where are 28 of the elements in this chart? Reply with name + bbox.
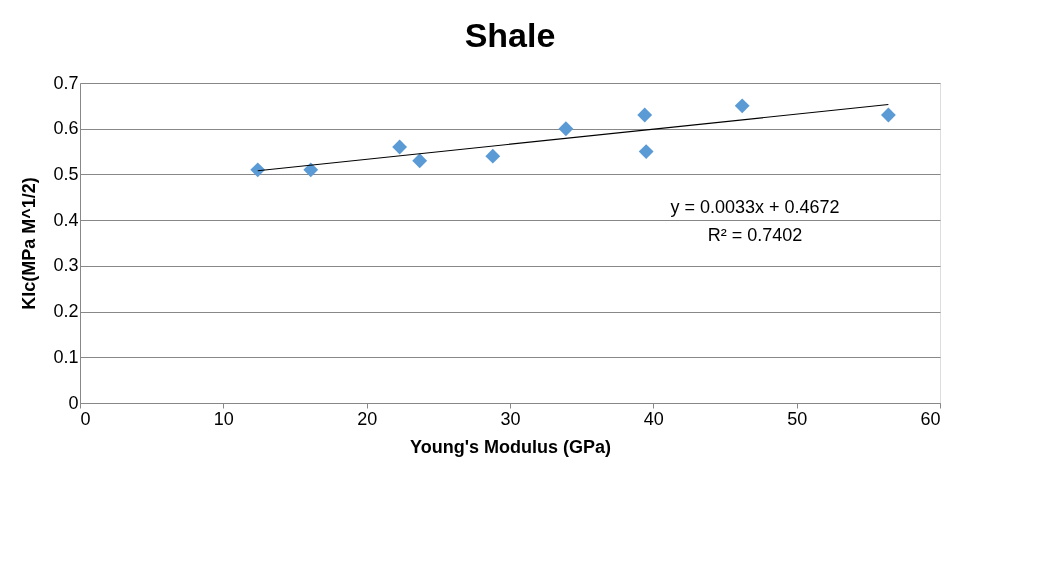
point <box>412 153 428 169</box>
x-tick-label: 50 <box>787 408 808 429</box>
y-tick-label: 0 <box>68 392 79 413</box>
point <box>637 107 653 123</box>
y-tick-label: 0.2 <box>53 301 79 322</box>
annotation: R² = 0.7402 <box>707 225 803 245</box>
point <box>485 148 501 164</box>
x-tick-label: 60 <box>920 408 941 429</box>
point <box>734 98 750 114</box>
x-axis-title: Young's Modulus (GPa) <box>410 436 611 457</box>
point <box>392 139 408 155</box>
chart-title: Shale <box>464 16 556 54</box>
y-tick-label: 0.6 <box>53 118 79 139</box>
point <box>558 121 574 137</box>
point <box>638 144 654 159</box>
point <box>303 162 319 178</box>
y-tick-label: 0.4 <box>53 209 79 230</box>
y-tick-label: 0.5 <box>53 163 79 184</box>
annotation: y = 0.0033x + 0.4672 <box>670 197 840 217</box>
y-tick-label: 0.7 <box>53 72 79 93</box>
x-tick-label: 30 <box>500 408 521 429</box>
y-tick-label: 0.3 <box>53 255 79 276</box>
x-tick-label: 10 <box>213 408 234 429</box>
y-tick-label: 0.1 <box>53 346 79 367</box>
point <box>880 107 896 123</box>
x-tick-label: 20 <box>357 408 378 429</box>
x-tick-label: 40 <box>643 408 664 429</box>
y-axis-title: KIc(MPa M^1/2) <box>19 177 40 310</box>
